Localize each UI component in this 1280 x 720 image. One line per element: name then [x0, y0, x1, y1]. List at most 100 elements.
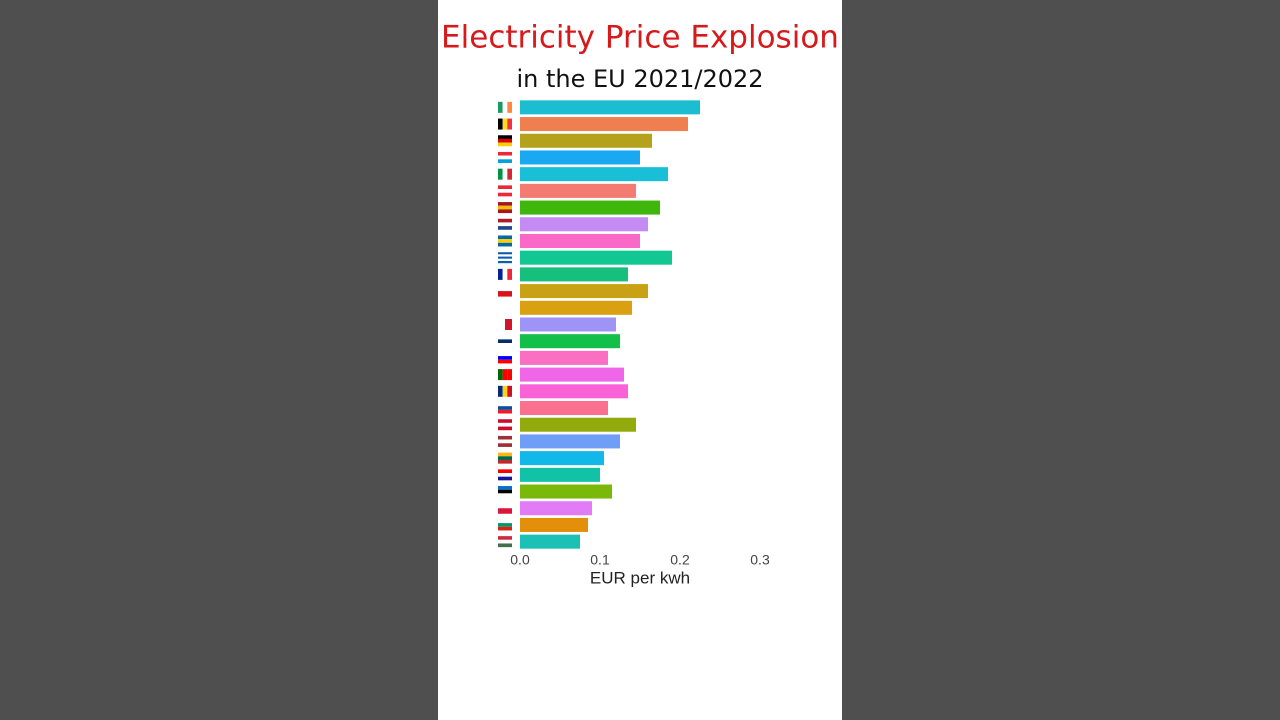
- flag-stripe: [498, 258, 512, 261]
- flag-stripe: [498, 493, 512, 498]
- bar: [520, 334, 620, 349]
- bar: [520, 317, 616, 332]
- flag-stripe: [498, 252, 512, 255]
- flag-stripe: [498, 185, 512, 190]
- category-flag: [498, 302, 512, 314]
- category-flag: [498, 235, 512, 247]
- flag-stripe: [498, 523, 512, 527]
- flag-stripe: [498, 343, 512, 347]
- category-flag: [498, 185, 512, 197]
- category-flag: [498, 352, 512, 364]
- flag-stripe: [502, 385, 508, 397]
- category-flag: [498, 135, 512, 147]
- bar: [520, 467, 600, 482]
- flag-stripe: [498, 419, 512, 423]
- bar: [520, 150, 640, 165]
- flag-stripe: [502, 369, 508, 381]
- bar: [520, 183, 636, 198]
- flag-stripe: [498, 409, 512, 414]
- flag-stripe: [498, 101, 503, 113]
- side-background: [0, 0, 438, 720]
- bar: [520, 434, 620, 449]
- flag-stripe: [498, 456, 512, 460]
- bar: [520, 417, 636, 432]
- flag-stripe: [498, 285, 512, 292]
- bar: [520, 384, 628, 399]
- flag-stripe: [505, 319, 512, 330]
- flag-stripe: [498, 459, 512, 464]
- flag-stripe: [498, 302, 512, 314]
- flag-stripe: [502, 168, 508, 180]
- bar: [520, 100, 700, 115]
- bar: [520, 451, 604, 466]
- category-flag: [498, 469, 512, 481]
- flag-stripe: [498, 435, 512, 440]
- bar: [520, 217, 648, 232]
- category-flag: [498, 335, 512, 347]
- flag-stripe: [498, 319, 505, 330]
- category-flag: [498, 452, 512, 464]
- flag-stripe: [498, 151, 512, 156]
- bar: [520, 250, 672, 265]
- flag-stripe: [498, 168, 503, 180]
- flag-stripe: [498, 439, 512, 444]
- category-flag: [498, 168, 512, 180]
- bar: [520, 350, 608, 365]
- chart-title: Electricity Price Explosion: [441, 20, 839, 56]
- flag-stripe: [507, 168, 512, 180]
- flag-stripe: [498, 502, 512, 509]
- bar: [520, 233, 640, 248]
- x-tick-label: 0.2: [670, 552, 690, 568]
- flag-stripe: [498, 543, 512, 548]
- flag-stripe: [502, 268, 508, 280]
- category-flag: [498, 319, 512, 330]
- flag-stripe: [498, 526, 512, 531]
- category-flag: [498, 101, 512, 113]
- category-flag: [498, 519, 512, 531]
- category-flag: [498, 402, 512, 414]
- category-flag: [498, 419, 512, 431]
- flag-stripe: [498, 202, 512, 206]
- flag-stripe: [498, 335, 512, 340]
- bar: [520, 484, 612, 499]
- flag-stripe: [498, 192, 512, 197]
- chart-subtitle: in the EU 2021/2022: [516, 65, 763, 93]
- flag-stripe: [498, 452, 512, 457]
- x-tick-label: 0.1: [590, 552, 610, 568]
- flag-stripe: [498, 291, 512, 297]
- flag-stripe: [498, 443, 512, 447]
- bar: [520, 284, 648, 299]
- flag-stripe: [498, 268, 503, 280]
- flag-stripe: [498, 519, 512, 524]
- side-background: [842, 0, 1280, 720]
- flag-stripe: [507, 385, 512, 397]
- flag-stripe: [498, 352, 512, 357]
- flag-stripe: [507, 101, 512, 113]
- bar: [520, 167, 668, 182]
- flag-stripe: [498, 155, 512, 160]
- flag-stripe: [498, 135, 512, 139]
- category-flag: [498, 502, 512, 514]
- flag-stripe: [498, 118, 503, 130]
- flag-stripe: [498, 222, 512, 227]
- category-flag: [498, 285, 512, 297]
- category-flag: [498, 252, 512, 264]
- category-flag: [498, 202, 512, 214]
- bar: [520, 401, 608, 416]
- bar: [520, 117, 688, 132]
- category-flag: [498, 118, 512, 130]
- flag-stripe: [498, 536, 512, 540]
- flag-stripe: [498, 209, 512, 214]
- bar: [520, 367, 624, 382]
- bar: [520, 517, 588, 532]
- flag-stripe: [502, 101, 508, 113]
- category-flag: [498, 369, 512, 381]
- x-tick-label: 0.0: [510, 552, 530, 568]
- flag-stripe: [498, 469, 512, 473]
- flag-stripe: [498, 473, 512, 477]
- category-flag: [498, 268, 512, 280]
- bar: [520, 133, 652, 148]
- category-flag: [498, 536, 512, 548]
- flag-stripe: [498, 189, 512, 193]
